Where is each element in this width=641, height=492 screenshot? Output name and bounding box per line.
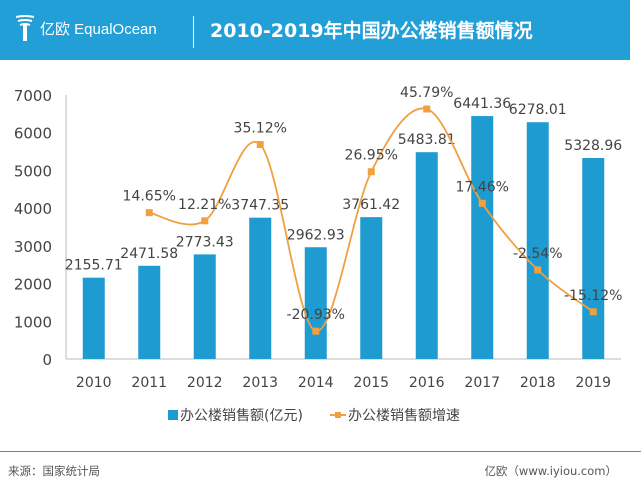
x-tick-label: 2014 bbox=[298, 375, 334, 391]
y-tick-label: 1000 bbox=[14, 313, 52, 331]
legend-bar-label: 办公楼销售额(亿元) bbox=[180, 408, 303, 424]
growth-marker bbox=[145, 209, 153, 217]
x-tick-label: 2011 bbox=[131, 375, 167, 391]
growth-marker bbox=[201, 217, 209, 225]
equalocean-logo-icon bbox=[15, 15, 35, 41]
logo-text: 亿欧 EqualOcean bbox=[40, 20, 157, 38]
legend-bar-swatch bbox=[168, 410, 178, 420]
x-tick-label: 2017 bbox=[464, 375, 500, 391]
footer-divider bbox=[0, 451, 641, 452]
x-tick-label: 2018 bbox=[520, 375, 556, 391]
bar bbox=[526, 122, 549, 359]
x-tick-label: 2013 bbox=[242, 375, 278, 391]
growth-value-label: 17.46% bbox=[456, 179, 509, 195]
bar bbox=[471, 116, 494, 359]
bar-value-label: 3747.35 bbox=[231, 198, 289, 214]
growth-line bbox=[149, 107, 594, 333]
chart: 0 1000 2000 3000 4000 5000 6000 7000 2010 2011 201… bbox=[14, 85, 623, 424]
growth-marker bbox=[534, 266, 542, 274]
growth-marker bbox=[589, 308, 597, 316]
growth-value-label: 26.95% bbox=[345, 148, 398, 164]
y-tick-label: 6000 bbox=[14, 125, 52, 143]
growth-value-label: -15.12% bbox=[564, 288, 622, 304]
growth-marker bbox=[312, 327, 320, 335]
growth-marker bbox=[478, 199, 486, 207]
bar bbox=[582, 158, 605, 359]
bar-value-label: 2962.93 bbox=[287, 227, 345, 243]
bar-value-label: 6278.01 bbox=[509, 102, 567, 118]
bar-value-label: 5328.96 bbox=[564, 138, 622, 154]
bar-value-label: 6441.36 bbox=[453, 96, 511, 112]
bar-value-label: 2773.43 bbox=[176, 234, 234, 250]
y-tick-label: 7000 bbox=[14, 87, 52, 105]
bar bbox=[138, 265, 161, 359]
growth-marker bbox=[367, 168, 375, 176]
legend-line-marker bbox=[335, 412, 341, 418]
growth-value-label: 35.12% bbox=[234, 121, 287, 137]
x-tick-label: 2010 bbox=[76, 375, 112, 391]
header-banner: 亿欧 EqualOcean 2010-2019年中国办公楼销售额情况 bbox=[0, 0, 630, 60]
growth-value-label: 14.65% bbox=[123, 189, 176, 205]
bar bbox=[82, 277, 105, 359]
bar-value-label: 5483.81 bbox=[398, 132, 456, 148]
bar bbox=[193, 254, 216, 359]
bar-value-label: 2155.71 bbox=[65, 258, 123, 274]
growth-value-label: 12.21% bbox=[178, 197, 231, 213]
x-tick-label: 2019 bbox=[575, 375, 611, 391]
growth-value-label: 45.79% bbox=[400, 85, 453, 101]
bar bbox=[415, 152, 438, 359]
growth-value-label: -20.93% bbox=[287, 307, 345, 323]
legend-line-label: 办公楼销售额增速 bbox=[348, 408, 460, 424]
bar-value-label: 2471.58 bbox=[120, 246, 178, 262]
bar bbox=[304, 247, 327, 359]
x-tick-label: 2015 bbox=[353, 375, 389, 391]
growth-value-label: -2.54% bbox=[513, 246, 563, 262]
bar bbox=[249, 217, 272, 359]
growth-marker bbox=[256, 141, 264, 149]
growth-marker bbox=[423, 105, 431, 113]
header-divider bbox=[193, 16, 194, 48]
x-tick-label: 2016 bbox=[409, 375, 445, 391]
logo: 亿欧 EqualOcean bbox=[14, 14, 157, 42]
source-note: 来源：国家统计局 bbox=[8, 464, 100, 478]
credit-note: 亿欧（www.iyiou.com） bbox=[484, 464, 617, 478]
y-tick-label: 4000 bbox=[14, 200, 52, 218]
x-tick-label: 2012 bbox=[187, 375, 223, 391]
y-tick-label: 0 bbox=[42, 351, 52, 369]
y-tick-label: 5000 bbox=[14, 162, 52, 180]
bar-value-label: 3761.42 bbox=[342, 197, 400, 213]
y-tick-label: 2000 bbox=[14, 276, 52, 294]
bar bbox=[360, 217, 383, 359]
y-tick-label: 3000 bbox=[14, 238, 52, 256]
chart-title: 2010-2019年中国办公楼销售额情况 bbox=[210, 20, 533, 42]
